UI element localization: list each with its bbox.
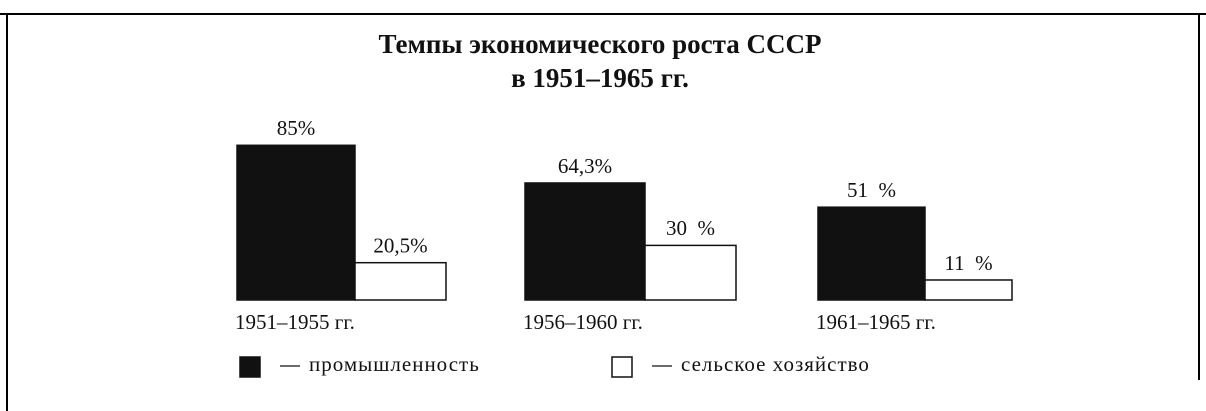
- bar: [524, 182, 646, 301]
- chart-title: Темпы экономического роста СССР: [379, 29, 822, 59]
- legend-swatch: [611, 356, 633, 378]
- chart-subtitle: в 1951–1965 гг.: [511, 63, 689, 93]
- x-tick-label: 1956–1960 гг.: [523, 310, 643, 334]
- bar: [644, 244, 737, 301]
- x-tick-label: 1951–1955 гг.: [235, 310, 355, 334]
- value-label: 85%: [277, 116, 316, 140]
- legend-label: сельское хозяйство: [681, 352, 870, 376]
- bar: [236, 144, 356, 301]
- bar: [924, 279, 1013, 301]
- value-label: 11 %: [944, 251, 992, 275]
- x-tick-label: 1961–1965 гг.: [816, 310, 936, 334]
- value-label: 30 %: [666, 216, 715, 240]
- legend-label: промышленность: [309, 352, 480, 376]
- bar: [354, 261, 447, 301]
- value-label: 64,3%: [558, 154, 612, 178]
- value-label: 20,5%: [373, 234, 427, 258]
- value-label: 51 %: [847, 178, 896, 202]
- legend-swatch: [239, 356, 261, 378]
- bar: [817, 206, 926, 301]
